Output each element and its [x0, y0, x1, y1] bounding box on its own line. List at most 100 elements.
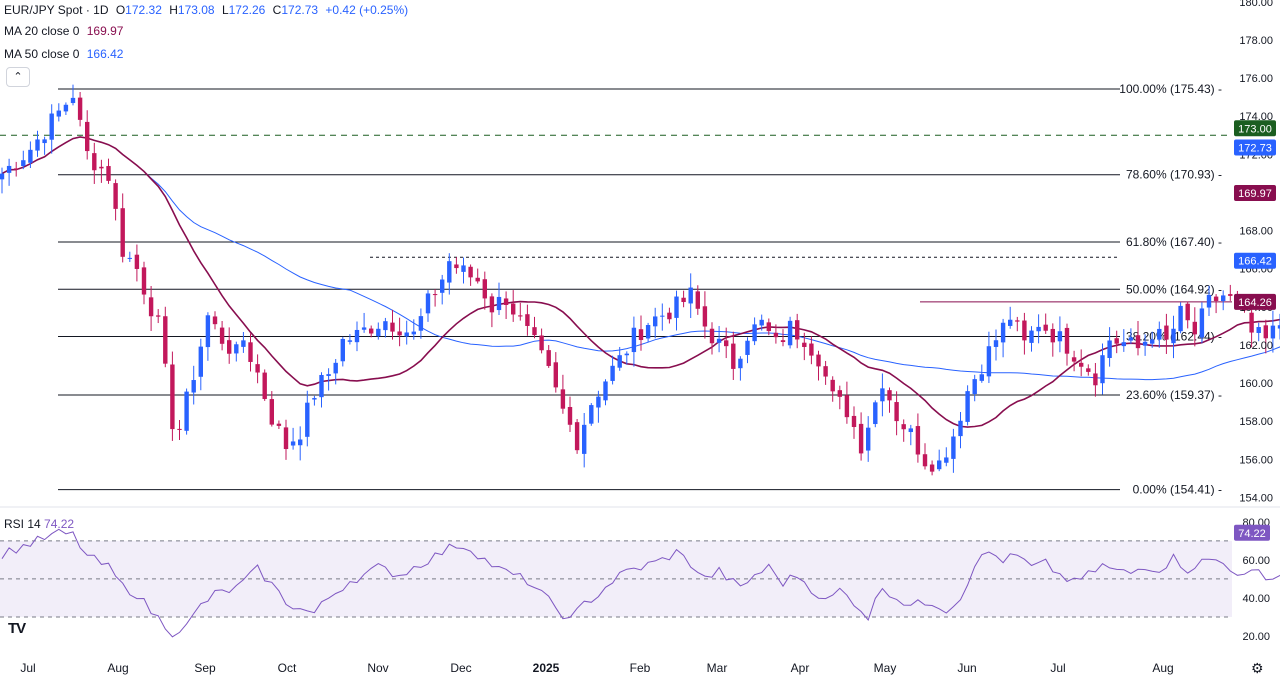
candle-body: [1093, 373, 1098, 386]
close-value: 172.73: [281, 3, 319, 17]
candle-body: [823, 366, 828, 377]
candle-body: [567, 406, 573, 425]
time-tick-label: Nov: [367, 661, 388, 675]
candle-body: [163, 316, 168, 364]
candle-body: [141, 267, 147, 295]
gear-icon[interactable]: ⚙: [1251, 660, 1264, 676]
candle-body: [1107, 340, 1112, 358]
candle-body: [496, 296, 502, 311]
ma50-label: MA 50 close 0: [4, 47, 80, 61]
candle-body: [709, 328, 715, 344]
price-badge: [1234, 139, 1276, 156]
candle-body: [248, 342, 253, 362]
candle-body: [894, 402, 899, 422]
rsi-tick-label: 20.00: [1242, 631, 1270, 643]
price-badge-label: 173.00: [1238, 123, 1272, 135]
candle-body: [454, 264, 459, 269]
price-badge-label: 164.26: [1238, 297, 1272, 309]
candle-body: [255, 364, 260, 373]
candle-body: [1157, 328, 1162, 340]
candle-body: [35, 139, 40, 151]
candle-body: [312, 398, 317, 400]
symbol-legend: EUR/JPY Spot · 1D O172.32 H173.08 L172.2…: [4, 3, 408, 17]
candle-body: [6, 165, 12, 173]
price-tick-label: 154.00: [1239, 492, 1273, 504]
candle-body: [290, 441, 296, 446]
candle-body: [1185, 303, 1190, 321]
candle-body: [837, 390, 842, 397]
candle-body: [21, 160, 26, 167]
candle-body: [965, 391, 970, 422]
time-tick-label: Apr: [791, 661, 810, 675]
candle-body: [752, 324, 757, 342]
candle-body: [418, 316, 424, 331]
collapse-legend-button[interactable]: ⌃: [6, 67, 30, 87]
ma20-label: MA 20 close 0: [4, 24, 80, 38]
time-tick-label: Aug: [1152, 661, 1173, 675]
candle-body: [1036, 326, 1041, 332]
candle-body: [205, 315, 211, 348]
candle-body: [503, 298, 509, 306]
candle-body: [851, 415, 857, 427]
change-value: +0.42 (+0.25%): [325, 3, 409, 17]
candle-body: [1150, 339, 1155, 344]
candle-body: [1079, 362, 1084, 367]
candles: [0, 84, 1280, 476]
price-tick-label: 168.00: [1239, 226, 1273, 238]
candle-body: [624, 353, 629, 356]
ma50-legend[interactable]: MA 50 close 0 166.42: [4, 47, 123, 61]
candle-body: [1206, 294, 1212, 308]
time-tick-label: 2025: [533, 661, 560, 675]
candle-body: [1050, 328, 1055, 343]
candle-body: [773, 332, 779, 338]
rsi-legend[interactable]: RSI 14 74.22: [4, 517, 74, 531]
candle-body: [731, 343, 736, 369]
high-value: 173.08: [177, 3, 215, 17]
candle-body: [518, 315, 523, 317]
candle-body: [702, 306, 708, 327]
candle-body: [617, 355, 622, 368]
candle-body: [383, 321, 388, 331]
candle-body: [780, 340, 786, 343]
candle-body: [305, 402, 310, 437]
candle-body: [482, 279, 487, 299]
candle-body: [937, 460, 942, 470]
candle-body: [56, 110, 61, 117]
price-badge: [1234, 120, 1276, 137]
price-tick-label: 156.00: [1239, 454, 1273, 466]
candle-body: [1221, 295, 1226, 302]
price-tick-label: 162.00: [1239, 340, 1273, 352]
candle-body: [283, 427, 289, 450]
candle-body: [724, 340, 729, 347]
candle-body: [170, 364, 175, 430]
candle-body: [667, 312, 672, 320]
candle-body: [1192, 321, 1197, 335]
candle-body: [319, 374, 324, 398]
candle-body: [951, 436, 956, 459]
candle-body: [582, 424, 587, 454]
time-tick-label: Jul: [20, 661, 35, 675]
price-tick-label: 176.00: [1239, 73, 1273, 85]
fib-levels: 100.00% (175.43) - 78.60% (170.93) - 61.80…: [0, 82, 1232, 497]
candle-body: [1277, 325, 1280, 329]
price-badge: [1234, 252, 1276, 269]
ma20-legend[interactable]: MA 20 close 0 169.97: [4, 24, 123, 38]
candle-body: [404, 332, 409, 337]
candle-body: [546, 350, 551, 366]
price-badge-label: 169.97: [1238, 188, 1272, 200]
candle-body: [411, 331, 416, 335]
time-tick-label: Sep: [194, 661, 216, 675]
candle-body: [866, 427, 871, 451]
candle-body: [447, 261, 452, 283]
candle-body: [148, 297, 154, 317]
time-tick-label: Jun: [957, 661, 976, 675]
candle-body: [560, 389, 566, 409]
candle-body: [660, 315, 665, 317]
candle-body: [759, 319, 764, 326]
candle-body: [440, 279, 445, 293]
candle-body: [276, 423, 282, 426]
candle-body: [120, 208, 125, 257]
candle-body: [979, 374, 984, 381]
time-axis: Jul Aug Sep Oct Nov Dec 2025 Feb Mar Apr May Jun Jul…: [20, 661, 1173, 675]
